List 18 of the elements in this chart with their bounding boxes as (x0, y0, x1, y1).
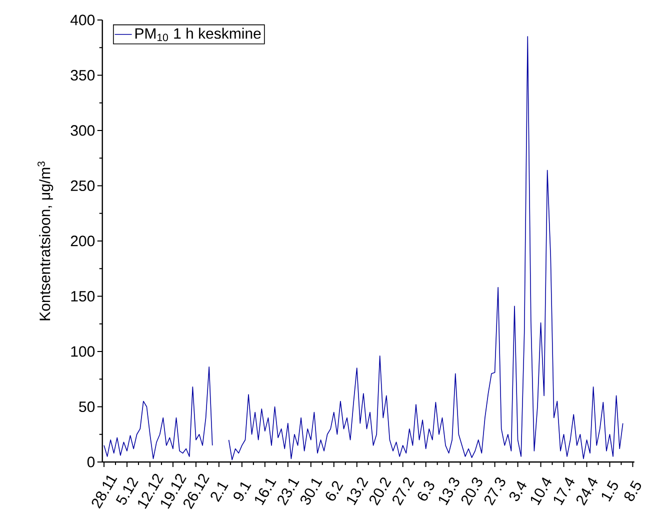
x-tick-label: 9.1 (234, 482, 252, 501)
y-axis-title: Kontsentratsioon, μg/m$^{3}$ (38, 162, 54, 320)
y-tick-label: 0 (87, 456, 95, 468)
x-tick-label: 6.3 (418, 481, 434, 501)
x-tick-label: 8.5 (624, 480, 641, 502)
y-tick-label: 100 (71, 346, 95, 357)
x-tick-label: 3.4 (509, 481, 527, 502)
y-tick-label: 250 (70, 180, 95, 192)
legend-label: PM$_{10}$ 1 h keskmine (135, 28, 261, 42)
x-tick-label: 2.1 (210, 482, 228, 502)
y-tick-label: 400 (70, 14, 95, 26)
y-tick-label: 350 (70, 70, 95, 81)
x-tick-label: 6.2 (326, 481, 344, 501)
y-tick-label: 50 (79, 401, 95, 412)
y-tick-label: 200 (70, 236, 95, 246)
y-tick-label: 300 (70, 125, 95, 136)
y-tick-label: 150 (71, 290, 95, 302)
x-tick-label: 1.5 (602, 480, 618, 502)
